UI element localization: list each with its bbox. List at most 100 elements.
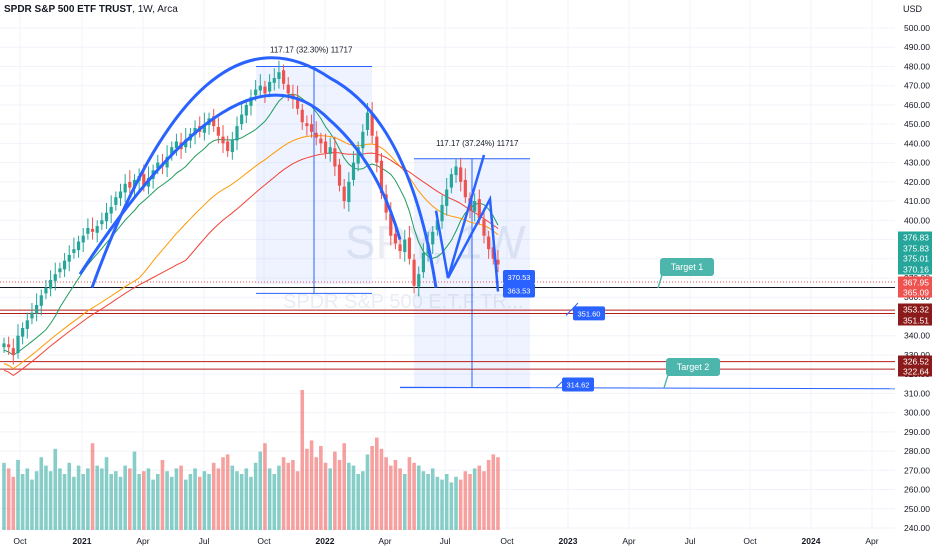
volume-bar bbox=[62, 474, 67, 530]
candle-body bbox=[39, 295, 43, 306]
candle-body bbox=[221, 136, 225, 144]
price-tick-label: 270.00 bbox=[904, 465, 930, 475]
candle-body bbox=[272, 78, 276, 83]
candle-body bbox=[202, 124, 206, 133]
target-2-line bbox=[399, 386, 896, 390]
candle-body bbox=[16, 335, 20, 353]
volume-bar bbox=[277, 465, 281, 530]
volume-bar bbox=[253, 462, 258, 530]
price-tick-label: 430.00 bbox=[904, 158, 930, 168]
volume-bar bbox=[412, 462, 416, 530]
time-tick-label: Oct bbox=[13, 536, 27, 546]
candle-body bbox=[482, 219, 486, 236]
target-pointer bbox=[663, 374, 669, 389]
candle-body bbox=[174, 141, 179, 149]
volume-bar bbox=[225, 454, 230, 530]
candle-body bbox=[487, 236, 491, 250]
time-tick-label: Apr bbox=[378, 536, 391, 546]
volume-bar bbox=[258, 451, 263, 530]
candle-body bbox=[254, 89, 258, 96]
scale-price-tag bbox=[898, 252, 932, 264]
chart-title: SPDR S&P 500 ETF TRUST, 1W, Arca bbox=[4, 4, 178, 15]
candle-body bbox=[2, 343, 6, 348]
candle-body bbox=[58, 268, 62, 273]
price-axis[interactable]: 240.00 250.00 260.00 270.00 280.00 290.00 300.… bbox=[898, 0, 932, 533]
volume-bar bbox=[6, 468, 11, 530]
volume-bar bbox=[202, 471, 207, 530]
volume-bar bbox=[76, 465, 81, 530]
volume-bar bbox=[333, 451, 337, 530]
time-tick-label: Jul bbox=[199, 536, 210, 546]
volume-bar bbox=[281, 457, 286, 530]
arc-drawings[interactable] bbox=[78, 56, 500, 292]
candle-body bbox=[53, 274, 57, 281]
candle-body bbox=[212, 116, 216, 127]
volume-bar bbox=[323, 462, 328, 530]
volume-bar bbox=[67, 462, 72, 530]
volume-bar bbox=[496, 457, 500, 530]
time-tick-label: 2021 bbox=[73, 536, 92, 546]
volume-bar bbox=[393, 460, 398, 530]
volume-bar bbox=[230, 465, 235, 530]
scale-price-tag bbox=[898, 303, 932, 315]
volume-bar bbox=[388, 465, 393, 530]
candle-body bbox=[389, 213, 393, 236]
time-tick-label: Oct bbox=[257, 536, 271, 546]
volume-bar bbox=[309, 440, 314, 530]
candle-body bbox=[431, 231, 435, 245]
price-callout bbox=[573, 306, 605, 321]
price-labels[interactable]: 370.53 363.53 351.60 314.62 Target 1 Target 2 bbox=[503, 258, 720, 392]
candle-body bbox=[319, 138, 323, 144]
candle-body bbox=[86, 228, 90, 234]
cup-arc-inner bbox=[78, 93, 402, 275]
volume-bar bbox=[114, 471, 118, 530]
volume-bar bbox=[305, 448, 309, 530]
candle-body bbox=[11, 348, 15, 355]
candle-body bbox=[123, 183, 127, 193]
volume-bar bbox=[188, 474, 193, 530]
watermark-name: SPDR S&P 500 E.T.F TR... bbox=[283, 291, 523, 313]
price-tick-label: 440.00 bbox=[904, 138, 930, 148]
price-tick-label: 480.00 bbox=[904, 61, 930, 71]
interval-label: 1W bbox=[137, 4, 153, 15]
candle-body bbox=[170, 147, 174, 155]
volume-bar bbox=[421, 471, 426, 530]
volume-bar bbox=[444, 474, 449, 530]
price-tick-label: 470.00 bbox=[904, 81, 930, 91]
time-tick-label: 2023 bbox=[559, 536, 578, 546]
volume-bar bbox=[211, 462, 216, 530]
candle-body bbox=[25, 320, 29, 329]
scale-price-tag-text: 375.01 bbox=[903, 254, 929, 264]
volume-bar bbox=[142, 471, 146, 530]
volume-bar bbox=[58, 468, 62, 530]
candle-body bbox=[412, 259, 416, 286]
time-axis[interactable]: Oct 2021 Apr Jul Oct 2022 Apr Jul Oct 2023 Apr Jul O… bbox=[0, 532, 932, 550]
volume-bar bbox=[169, 476, 174, 530]
volume-bar bbox=[174, 468, 179, 530]
volume-bar bbox=[72, 476, 76, 530]
candle-body bbox=[240, 114, 244, 125]
volume-bar bbox=[356, 474, 360, 530]
volume-bar bbox=[263, 443, 267, 530]
candle-body bbox=[76, 241, 81, 251]
candle-body bbox=[342, 186, 346, 202]
scale-price-tag bbox=[898, 365, 932, 377]
volume-bar bbox=[295, 471, 300, 530]
volume-bar bbox=[351, 465, 356, 530]
volume-bar bbox=[407, 457, 412, 530]
candle-body bbox=[347, 181, 351, 203]
volume-bar bbox=[179, 465, 183, 530]
candle-body bbox=[375, 136, 379, 163]
scale-price-tag-text: 375.83 bbox=[903, 244, 929, 254]
target-callout-text: Target 2 bbox=[677, 362, 710, 372]
volume-bar bbox=[183, 479, 188, 530]
volume-bar bbox=[11, 476, 16, 530]
volume-bar bbox=[314, 457, 319, 530]
time-tick-label: 2024 bbox=[802, 536, 821, 546]
volume-bar bbox=[34, 471, 39, 530]
candle-body bbox=[118, 191, 123, 199]
horizontal-levels[interactable] bbox=[0, 281, 896, 390]
candle-body bbox=[95, 226, 99, 233]
candle-body bbox=[165, 156, 169, 168]
